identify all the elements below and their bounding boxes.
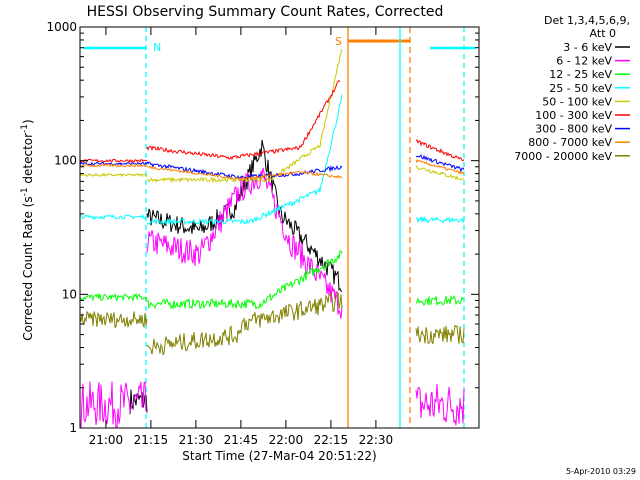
legend-label: 12 - 25 keV: [549, 68, 612, 81]
footer-timestamp: 5-Apr-2010 03:29: [566, 467, 636, 476]
y-axis-label: Corrected Count Rate (s-1 detector-1): [20, 119, 35, 340]
y-tick-label: 1: [69, 421, 77, 435]
legend-label: 25 - 50 keV: [549, 82, 612, 95]
series-line-7-0: [79, 163, 148, 168]
series-line-6-2: [415, 154, 465, 173]
x-tick-label: 22:15: [314, 433, 349, 447]
x-axis-label: Start Time (27-Mar-04 20:51:22): [182, 449, 376, 463]
series-line-6-1: [146, 161, 343, 180]
series-line-7-2: [415, 159, 465, 175]
legend-header-attenuator: Att 0: [590, 27, 616, 40]
series-line-0-0: [129, 389, 148, 415]
legend-label: 300 - 800 keV: [535, 123, 612, 136]
series-line-1-2: [415, 383, 465, 426]
series-line-4-2: [415, 165, 465, 181]
series-line-1-0: [79, 381, 147, 429]
x-tick-label: 21:30: [179, 433, 214, 447]
series-line-2-1: [146, 250, 343, 311]
series-line-5-0: [79, 158, 148, 163]
series-line-6-0: [79, 161, 148, 166]
series-line-2-2: [415, 294, 465, 307]
series-300-800keV: [79, 154, 465, 180]
series-6-12keV: [79, 167, 465, 429]
series-line-8-2: [415, 324, 465, 345]
series-line-5-1: [146, 80, 341, 161]
y-tick-label: 10: [62, 287, 77, 301]
series-line-8-1: [146, 292, 343, 356]
series-line-7-1: [147, 165, 343, 182]
legend-label: 6 - 12 keV: [556, 55, 612, 68]
y-tick-label: 100: [54, 154, 77, 168]
series-line-5-2: [415, 139, 465, 162]
series-12-25keV: [79, 250, 465, 311]
series-800-7000keV: [79, 159, 465, 182]
chart-title: HESSI Observing Summary Count Rates, Cor…: [87, 4, 444, 20]
flag-n-label: N: [153, 41, 161, 54]
series-line-3-1: [146, 94, 343, 226]
legend-label: 100 - 300 keV: [535, 109, 612, 122]
series-50-100keV: [79, 48, 465, 184]
legend-label: 7000 - 20000 keV: [514, 150, 612, 163]
series-line-1-1: [146, 167, 343, 319]
legend-label: 3 - 6 keV: [563, 41, 612, 54]
series-7000-20000keV: [79, 292, 465, 356]
legend-label: 50 - 100 keV: [542, 95, 612, 108]
series-line-4-0: [79, 172, 148, 178]
series-line-0-1: [146, 139, 343, 293]
series-100-300keV: [79, 80, 465, 163]
plot-frame: [79, 26, 480, 429]
x-tick-label: 22:30: [359, 433, 394, 447]
y-tick-label: 1000: [46, 20, 77, 34]
series-line-8-0: [79, 310, 148, 329]
series-25-50keV: [79, 94, 465, 226]
series-3-6keV: [129, 139, 343, 415]
legend-label: 800 - 7000 keV: [528, 136, 612, 149]
flag-s-label: S: [335, 35, 342, 48]
series-line-2-0: [79, 292, 148, 303]
x-tick-label: 21:00: [89, 433, 124, 447]
x-tick-label: 21:45: [224, 433, 259, 447]
x-tick-label: 22:00: [269, 433, 304, 447]
legend-header-detectors: Det 1,3,4,5,6,9,: [544, 14, 630, 27]
x-tick-label: 21:15: [134, 433, 169, 447]
series-line-3-2: [415, 215, 465, 224]
series-line-4-1: [146, 48, 343, 184]
series-line-3-0: [79, 214, 148, 220]
